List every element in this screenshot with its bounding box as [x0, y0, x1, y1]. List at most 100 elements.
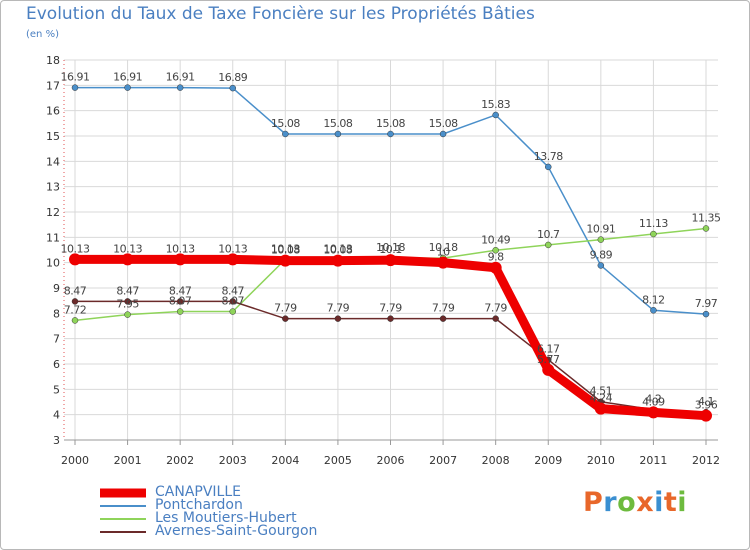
data-point-les-moutiers-hubert — [71, 317, 79, 324]
brand-letter: r — [603, 487, 618, 518]
data-label-canapville: 3.96 — [695, 399, 718, 412]
data-point-avernes-saint-gourgon — [439, 315, 447, 322]
data-point-canapville — [331, 254, 344, 267]
x-tick-label: 2011 — [639, 454, 667, 467]
data-point-pontchardon — [71, 84, 79, 91]
data-label-avernes-saint-gourgon: 7.79 — [327, 302, 350, 315]
y-tick-label: 3 — [53, 434, 60, 447]
data-point-canapville — [647, 406, 660, 419]
data-label-canapville: 9.8 — [488, 251, 504, 264]
data-label-pontchardon: 9.89 — [590, 248, 613, 261]
data-label-les-moutiers-hubert: 7.95 — [116, 298, 139, 311]
x-tick-label: 2001 — [114, 454, 142, 467]
x-tick-label: 2000 — [61, 454, 89, 467]
data-label-les-moutiers-hubert: 10.7 — [537, 228, 560, 241]
legend-swatch — [100, 504, 146, 507]
data-point-pontchardon — [439, 130, 447, 138]
data-label-pontchardon: 15.08 — [323, 117, 352, 130]
data-label-avernes-saint-gourgon: 8.47 — [169, 284, 192, 297]
brand-letter: i — [654, 487, 664, 518]
brand-letter: x — [636, 487, 655, 518]
data-point-les-moutiers-hubert — [702, 225, 710, 232]
data-label-canapville: 4.09 — [642, 395, 665, 408]
data-point-canapville — [542, 363, 555, 376]
chart-subtitle: (en %) — [26, 29, 59, 40]
y-tick-label: 11 — [46, 231, 60, 244]
y-tick-label: 5 — [53, 383, 60, 396]
data-point-les-moutiers-hubert — [492, 247, 499, 254]
data-label-les-moutiers-hubert: 10.13 — [323, 242, 352, 255]
data-point-pontchardon — [702, 310, 710, 318]
data-point-canapville — [69, 253, 81, 266]
x-tick-label: 2004 — [271, 454, 299, 467]
data-point-avernes-saint-gourgon — [124, 298, 131, 305]
data-point-avernes-saint-gourgon — [176, 298, 184, 305]
y-tick-label: 15 — [46, 130, 60, 143]
data-label-canapville: 10.13 — [166, 242, 195, 255]
data-label-pontchardon: 15.08 — [271, 117, 300, 130]
data-point-avernes-saint-gourgon — [71, 298, 79, 305]
x-tick-label: 2007 — [429, 454, 457, 467]
brand-letter: i — [677, 487, 688, 518]
y-tick-label: 18 — [46, 54, 60, 67]
data-point-pontchardon — [545, 163, 552, 171]
data-label-les-moutiers-hubert: 8.07 — [222, 295, 245, 308]
x-tick-label: 2012 — [692, 454, 720, 467]
data-point-pontchardon — [387, 130, 394, 138]
data-label-avernes-saint-gourgon: 6.17 — [537, 343, 560, 356]
data-point-les-moutiers-hubert — [176, 308, 184, 315]
brand-letter: P — [583, 487, 604, 518]
data-label-pontchardon: 7.97 — [695, 297, 718, 310]
data-label-les-moutiers-hubert: 10.91 — [586, 223, 615, 236]
x-tick-label: 2008 — [482, 454, 510, 467]
data-label-pontchardon: 15.83 — [481, 98, 510, 111]
data-label-avernes-saint-gourgon: 8.47 — [116, 284, 139, 297]
data-point-avernes-saint-gourgon — [229, 298, 236, 305]
x-tick-label: 2006 — [377, 454, 405, 467]
data-label-canapville: 10.08 — [271, 244, 300, 257]
data-point-les-moutiers-hubert — [124, 311, 131, 318]
data-point-pontchardon — [334, 130, 342, 138]
data-label-pontchardon: 16.91 — [113, 71, 142, 84]
x-tick-label: 2009 — [534, 454, 562, 467]
data-label-canapville: 10.1 — [379, 243, 402, 256]
data-label-canapville: 10.13 — [61, 242, 90, 255]
data-point-canapville — [384, 254, 397, 267]
y-tick-label: 10 — [46, 257, 60, 270]
y-tick-label: 7 — [53, 333, 60, 346]
data-label-canapville: 10.08 — [323, 244, 352, 257]
data-point-les-moutiers-hubert — [229, 308, 236, 315]
data-label-pontchardon: 15.08 — [429, 117, 458, 130]
data-point-pontchardon — [650, 307, 657, 314]
y-tick-label: 12 — [46, 206, 60, 219]
legend-label: CANAPVILLE — [155, 484, 241, 500]
data-point-canapville — [489, 261, 502, 274]
x-tick-label: 2005 — [324, 454, 352, 467]
y-tick-label: 16 — [46, 105, 60, 118]
data-label-pontchardon: 16.89 — [218, 71, 247, 84]
x-tick-label: 2003 — [219, 454, 247, 467]
legend-label: Les Moutiers-Hubert — [155, 510, 297, 526]
data-point-canapville — [226, 253, 239, 266]
data-point-pontchardon — [124, 84, 131, 91]
data-label-les-moutiers-hubert: 10.18 — [429, 241, 458, 254]
data-point-pontchardon — [229, 84, 236, 92]
data-point-canapville — [279, 254, 292, 267]
data-point-les-moutiers-hubert — [597, 236, 605, 243]
y-tick-label: 13 — [46, 181, 60, 194]
y-tick-label: 17 — [46, 79, 60, 92]
data-label-les-moutiers-hubert: 7.72 — [64, 303, 87, 316]
brand-logo: Proxiti — [583, 487, 687, 518]
data-label-avernes-saint-gourgon: 7.79 — [274, 302, 297, 315]
data-label-les-moutiers-hubert: 10.13 — [271, 242, 300, 255]
data-label-avernes-saint-gourgon: 4.2 — [645, 393, 661, 406]
data-point-canapville — [700, 409, 712, 422]
data-label-avernes-saint-gourgon: 7.79 — [432, 302, 455, 315]
brand-letter: t — [663, 487, 678, 518]
data-point-les-moutiers-hubert — [650, 230, 657, 238]
data-label-les-moutiers-hubert: 11.13 — [639, 217, 668, 230]
brand-letter: o — [617, 487, 637, 518]
legend-label: Pontchardon — [155, 497, 243, 513]
x-tick-label: 2002 — [166, 454, 194, 467]
